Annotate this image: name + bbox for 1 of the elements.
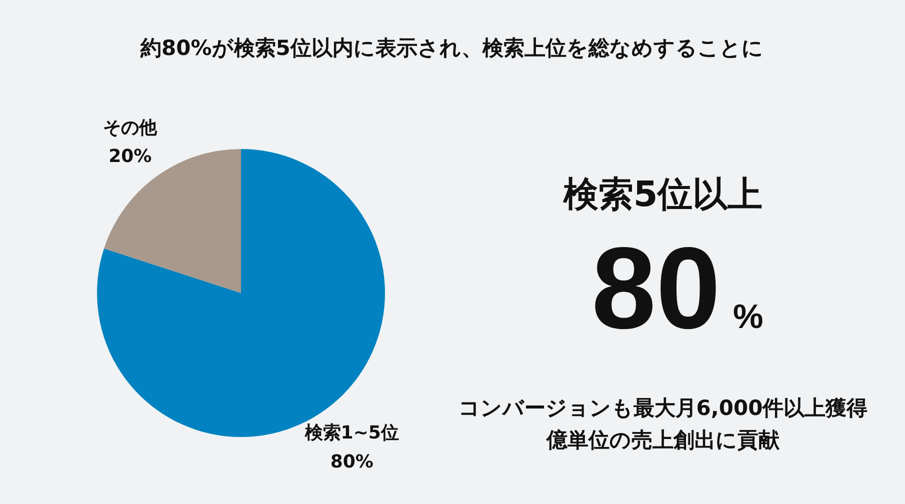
title: 約80%が検索5位以内に表示され、検索上位を総なめすることに	[140, 36, 764, 60]
